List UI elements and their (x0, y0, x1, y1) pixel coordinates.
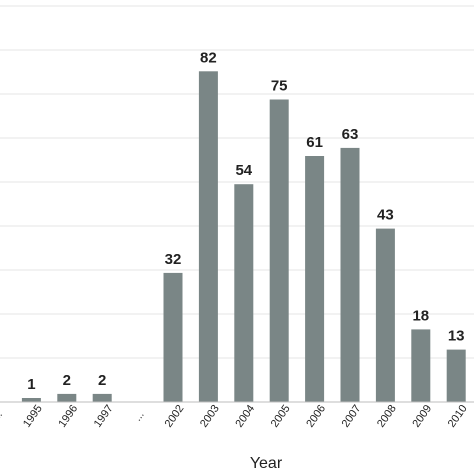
data-label: 82 (200, 49, 217, 66)
bar (411, 329, 431, 402)
bar (234, 184, 254, 402)
bar (21, 398, 41, 402)
data-label: 61 (306, 134, 323, 151)
data-label: 63 (342, 126, 359, 143)
bar (375, 228, 395, 402)
x-tick-label: 2008 (375, 403, 399, 430)
x-tick-label: 2010 (446, 403, 470, 430)
x-tick-label: 1995 (21, 403, 45, 430)
x-tick-label: 1997 (92, 403, 116, 430)
x-tick-label: ... (0, 409, 5, 423)
bar (305, 156, 325, 402)
bar (198, 71, 218, 403)
data-label: 13 (448, 328, 465, 345)
bar (340, 147, 360, 402)
bar (446, 349, 466, 402)
bars (21, 71, 466, 403)
data-label: 2 (98, 372, 106, 389)
gridlines (0, 5, 474, 359)
bar (269, 99, 289, 402)
data-label: 18 (412, 307, 429, 324)
x-tick-label: 2005 (269, 403, 293, 430)
data-label: 2 (63, 372, 71, 389)
x-tick-label: 2002 (163, 403, 187, 430)
data-label: 43 (377, 207, 394, 224)
x-tick-label: 1996 (56, 403, 80, 430)
x-tick-label: 2004 (233, 403, 257, 430)
data-labels: 1 2 2 32 82 54 75 61 63 43 18 13 (27, 49, 464, 393)
x-tick-labels: ... 1995 1996 1997... 2002 2003 2004 2005 2006 20… (0, 403, 470, 430)
bar (163, 272, 183, 402)
x-tick-label: 2003 (198, 403, 222, 430)
bar (57, 393, 77, 402)
data-label: 1 (27, 376, 35, 393)
x-tick-label: 2006 (304, 403, 328, 430)
x-tick-label: ... (132, 409, 147, 423)
x-tick-label: 2009 (410, 403, 434, 430)
x-tick-label: 2007 (340, 403, 364, 430)
data-label: 54 (235, 162, 252, 179)
x-axis-title: Year (250, 455, 283, 472)
bar (92, 393, 112, 402)
data-label: 75 (271, 78, 288, 95)
data-label: 32 (165, 251, 182, 268)
